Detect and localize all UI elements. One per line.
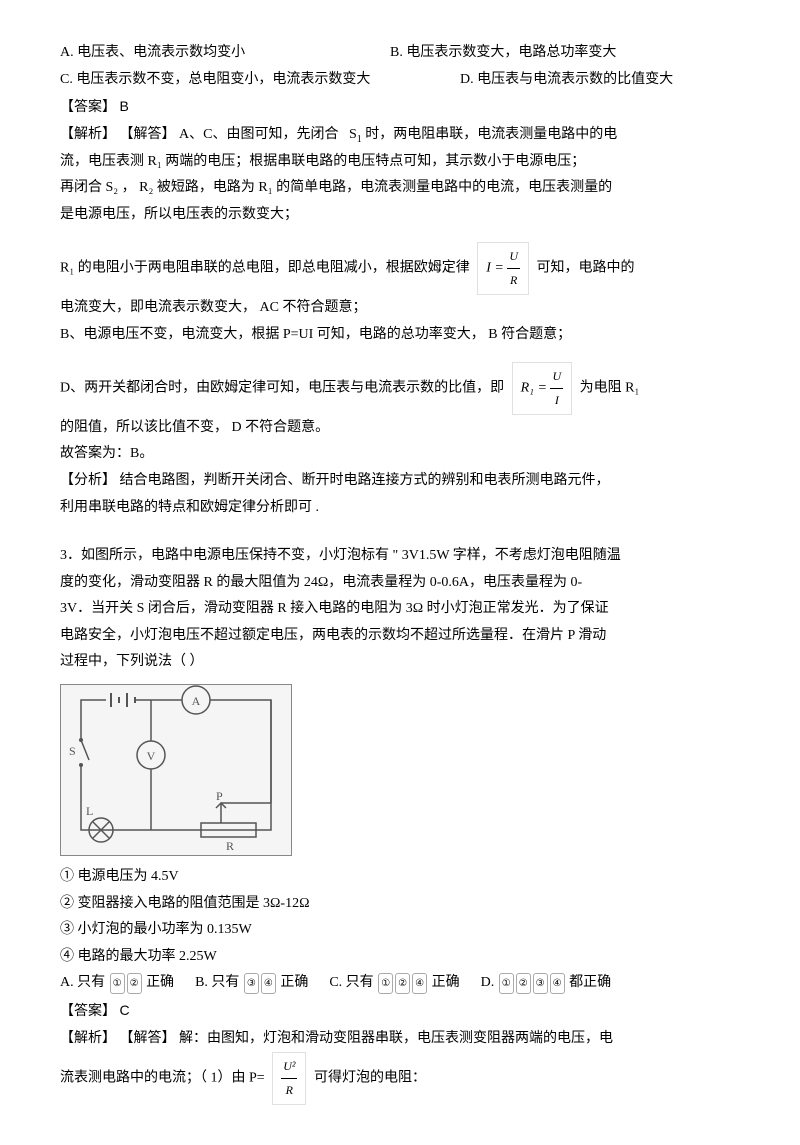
q2-option-d: D. 电压表与电流表示数的比值变大 [460, 67, 673, 94]
q2-expl-10: 故答案为：B。 [60, 441, 740, 468]
circle-4-icon: ④ [412, 973, 427, 994]
fraction-icon: U² R [281, 1055, 297, 1102]
q2-option-b: B. 电压表示数变大，电路总功率变大 [390, 40, 616, 67]
svg-text:L: L [86, 804, 93, 818]
expl-sub: 【解答】 [120, 1031, 176, 1046]
q2-expl-4: 是电源电压，所以电压表的示数变大； [60, 202, 740, 229]
circle-1-icon: ① [499, 973, 514, 994]
circle-2-icon: ② [516, 973, 531, 994]
formula-r1-icon: R₁ = U I [512, 362, 573, 415]
q2-expl-7: B、电源电压不变，电流变大，根据 P=UI 可知，电路的总功率变大， B 符合题… [60, 322, 740, 349]
q3-expl-1: 【解析】 【解答】 解：由图知，灯泡和滑动变阻器串联，电压表测变阻器两端的电压，… [60, 1026, 740, 1053]
q2-answer-line: 【答案】 B [60, 93, 740, 122]
q3-li4: ④ 电路的最大功率 2.25W [60, 944, 740, 971]
q2-options-row1: A. 电压表、电流表示数均变小 B. 电压表示数变大，电路总功率变大 [60, 40, 740, 67]
svg-text:V: V [147, 749, 156, 763]
q2-options-row2: C. 电压表示数不变，总电阻变小，电流表示数变大 D. 电压表与电流表示数的比值… [60, 67, 740, 94]
circle-3-icon: ③ [533, 973, 548, 994]
circle-1-icon: ① [378, 973, 393, 994]
circuit-diagram: A S V L P R [60, 684, 292, 856]
q2-expl-5: R₁ 的电阻小于两电阻串联的总电阻，即总电阻减小，根据欧姆定律 I = U R … [60, 242, 740, 295]
circle-3-icon: ③ [244, 973, 259, 994]
expl-label: 【解析】 [60, 127, 116, 142]
answer-label: 【答案】 [60, 1004, 116, 1019]
fraction-icon: U I [550, 365, 563, 412]
q3-answer-line: 【答案】 C [60, 997, 740, 1026]
q2-analysis-2: 利用串联电路的特点和欧姆定律分析即可 . [60, 495, 740, 522]
q2-option-c: C. 电压表示数不变，总电阻变小，电流表示数变大 [60, 67, 460, 94]
formula-power-icon: U² R [272, 1052, 306, 1105]
q2-option-a: A. 电压表、电流表示数均变小 [60, 40, 390, 67]
q3-stem-1: 3．如图所示，电路中电源电压保持不变，小灯泡标有 " 3V1.5W 字样，不考虑… [60, 543, 740, 570]
expl-sub: 【解答】 [120, 127, 176, 142]
circle-2-icon: ② [395, 973, 410, 994]
q3-stem-4: 电路安全，小灯泡电压不超过额定电压，两电表的示数均不超过所选量程．在滑片 P 滑… [60, 623, 740, 650]
circuit-svg-icon: A S V L P R [61, 685, 291, 855]
svg-text:R: R [226, 839, 234, 853]
q2-expl-1: 【解析】 【解答】 A、C、由图可知，先闭合 S1 时，两电阻串联，电流表测量电… [60, 122, 740, 149]
q3-stem-2: 度的变化，滑动变阻器 R 的最大阻值为 24Ω，电流表量程为 0-0.6A，电压… [60, 570, 740, 597]
formula-ohm-icon: I = U R [477, 242, 529, 295]
q3-stem-5: 过程中，下列说法（ ） [60, 649, 740, 676]
q3-options: A. 只有 ①② 正确 B. 只有 ③④ 正确 C. 只有 ①②④ 正确 D. … [60, 970, 740, 997]
svg-text:P: P [216, 789, 223, 803]
q3-li3: ③ 小灯泡的最小功率为 0.135W [60, 917, 740, 944]
q3-li2: ② 变阻器接入电路的阻值范围是 3Ω-12Ω [60, 891, 740, 918]
q2-expl-8: D、两开关都闭合时，由欧姆定律可知，电压表与电流表示数的比值，即 R₁ = U … [60, 362, 740, 415]
fraction-icon: U R [507, 245, 520, 292]
q3-li1: ① 电源电压为 4.5V [60, 864, 740, 891]
answer-label: 【答案】 [60, 100, 116, 115]
q2-expl-3: 再闭合 S₂ ， R₂ 被短路，电路为 R₁ 的简单电路，电流表测量电路中的电流… [60, 175, 740, 202]
q2-expl-2: 流，电压表测 R₁ 两端的电压；根据串联电路的电压特点可知，其示数小于电源电压； [60, 149, 740, 176]
q2-answer: B [120, 98, 129, 114]
q2-analysis: 【分析】 结合电路图，判断开关闭合、断开时电路连接方式的辨别和电表所测电路元件， [60, 468, 740, 495]
q3-expl-2: 流表测电路中的电流；（ 1）由 P= U² R 可得灯泡的电阻： [60, 1052, 740, 1105]
q2-expl-6: 电流变大，即电流表示数变大， AC 不符合题意； [60, 295, 740, 322]
q2-expl-9: 的阻值，所以该比值不变， D 不符合题意。 [60, 415, 740, 442]
svg-text:S: S [69, 744, 76, 758]
circle-4-icon: ④ [550, 973, 565, 994]
circle-4-icon: ④ [261, 973, 276, 994]
circle-2-icon: ② [127, 973, 142, 994]
circle-1-icon: ① [110, 973, 125, 994]
analysis-label: 【分析】 [60, 473, 116, 488]
expl-label: 【解析】 [60, 1031, 116, 1046]
q3-answer: C [120, 1002, 130, 1018]
svg-text:A: A [192, 694, 201, 708]
q3-stem-3: 3V．当开关 S 闭合后，滑动变阻器 R 接入电路的电阻为 3Ω 时小灯泡正常发… [60, 596, 740, 623]
